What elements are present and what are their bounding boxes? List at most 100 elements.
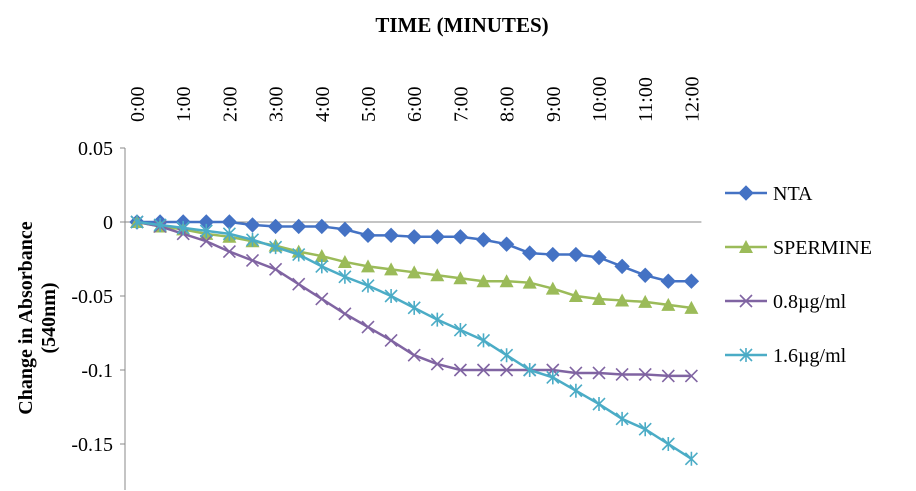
marker — [498, 236, 515, 252]
marker — [684, 451, 698, 466]
marker — [361, 320, 375, 334]
y-tick-label: -0.1 — [81, 360, 113, 382]
x-tick-label: 9:00 — [543, 86, 565, 122]
marker — [292, 247, 306, 262]
marker — [222, 226, 236, 241]
legend-label: 1.6µg/ml — [773, 345, 847, 367]
marker — [176, 220, 190, 235]
marker — [153, 217, 167, 232]
legend-label: 0.8µg/ml — [773, 291, 847, 313]
marker — [407, 265, 422, 279]
marker — [430, 268, 445, 282]
marker — [429, 229, 446, 245]
x-tick-label: 2:00 — [219, 86, 241, 122]
marker — [406, 229, 422, 245]
marker — [245, 232, 260, 247]
marker — [592, 291, 606, 305]
chart-title: TIME (MINUTES) — [375, 13, 548, 37]
x-tick-label: 10:00 — [589, 76, 611, 122]
x-tick-label: 0:00 — [127, 86, 149, 122]
marker — [430, 357, 444, 371]
marker — [361, 278, 375, 293]
marker — [315, 259, 329, 274]
x-tick-label: 7:00 — [450, 86, 472, 122]
marker — [638, 422, 652, 437]
marker — [269, 240, 283, 255]
marker — [407, 348, 421, 362]
marker — [407, 300, 421, 315]
marker — [130, 215, 144, 229]
x-tick-label: 11:00 — [635, 77, 657, 122]
marker — [614, 258, 630, 275]
marker — [269, 262, 283, 276]
marker — [661, 297, 676, 311]
marker — [452, 229, 469, 245]
marker — [683, 273, 700, 289]
marker — [738, 185, 754, 201]
marker — [267, 218, 284, 235]
y-tick-label: -0.05 — [71, 286, 113, 308]
series-line — [136, 220, 693, 460]
x-tick-label: 8:00 — [497, 86, 519, 122]
marker — [338, 307, 352, 321]
marker — [739, 294, 753, 308]
marker — [199, 223, 213, 238]
marker — [337, 254, 352, 268]
marker — [660, 273, 677, 289]
legend-label: NTA — [773, 183, 813, 205]
marker — [314, 249, 329, 263]
marker — [476, 274, 491, 288]
marker — [592, 366, 606, 380]
marker — [245, 253, 260, 268]
marker — [615, 411, 629, 426]
marker — [384, 262, 399, 276]
x-tick-label: 3:00 — [266, 86, 288, 122]
marker — [592, 397, 606, 412]
marker — [638, 367, 652, 382]
marker — [568, 289, 583, 302]
marker — [384, 289, 398, 303]
marker — [222, 245, 236, 259]
marker — [684, 300, 699, 314]
marker — [500, 348, 514, 363]
marker — [546, 370, 560, 385]
marker — [476, 363, 491, 377]
marker — [292, 277, 306, 291]
marker — [290, 218, 307, 235]
marker — [338, 269, 352, 284]
y-tick-label: 0 — [103, 212, 113, 234]
marker — [476, 333, 491, 348]
marker — [475, 232, 492, 248]
marker — [638, 294, 653, 308]
marker — [568, 246, 584, 263]
y-axis-label: Change in Absorbance(540nm) — [15, 221, 60, 414]
marker — [337, 221, 353, 238]
marker — [500, 363, 514, 377]
marker — [361, 259, 375, 273]
marker — [615, 367, 629, 382]
x-tick-label: 1:00 — [173, 86, 195, 122]
marker — [637, 267, 653, 283]
marker — [684, 369, 698, 383]
marker — [545, 281, 560, 295]
marker — [430, 312, 444, 327]
marker — [615, 293, 630, 307]
marker — [453, 363, 467, 377]
marker — [545, 246, 561, 263]
marker — [453, 323, 467, 338]
marker — [739, 240, 753, 253]
marker — [199, 234, 213, 248]
x-tick-label: 12:00 — [681, 76, 703, 122]
y-tick-label: 0.05 — [78, 138, 113, 160]
marker — [569, 383, 583, 398]
marker — [499, 274, 514, 288]
marker — [315, 292, 329, 306]
marker — [661, 369, 675, 383]
marker — [521, 245, 538, 261]
marker — [384, 333, 398, 347]
marker — [360, 227, 376, 244]
marker — [314, 218, 330, 235]
legend-label: SPERMINE — [773, 237, 872, 259]
x-tick-label: 4:00 — [312, 86, 334, 122]
